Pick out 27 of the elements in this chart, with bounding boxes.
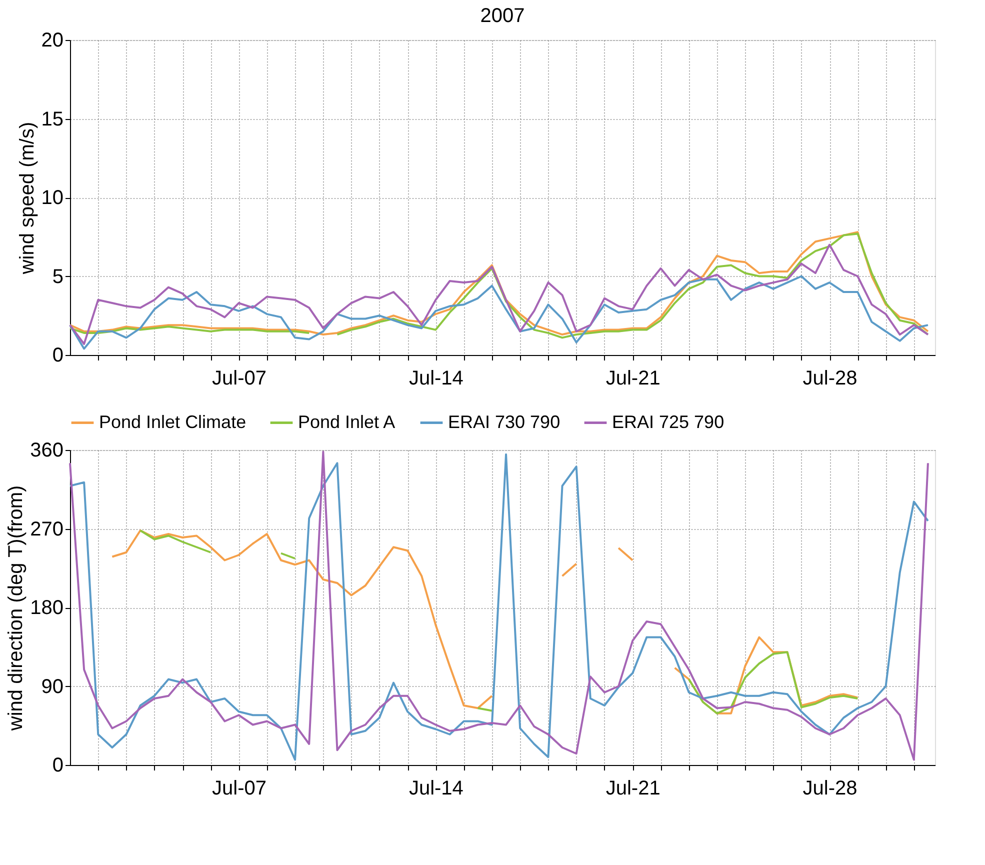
- x-tick-label: Jul-21: [606, 368, 660, 390]
- y-tick-label: 15: [41, 108, 64, 130]
- legend-label: Pond Inlet Climate: [99, 412, 246, 432]
- x-tick-label: Jul-28: [802, 778, 858, 800]
- y-tick-label: 0: [52, 344, 64, 366]
- y-tick-label: 180: [30, 597, 64, 619]
- y-axis-title: wind direction (deg T)(from): [5, 485, 28, 732]
- line-series: [69, 275, 929, 350]
- x-tick-label: Jul-07: [212, 368, 267, 390]
- y-tick-label: 10: [41, 187, 64, 209]
- y-tick-label: 360: [30, 440, 64, 462]
- line-series: [69, 244, 929, 345]
- x-tick-label: Jul-21: [606, 778, 660, 800]
- legend-label: ERAI 730 790: [448, 412, 560, 432]
- y-tick-label: 5: [52, 266, 64, 288]
- y-tick-label: 270: [30, 518, 64, 540]
- x-tick-label: Jul-14: [408, 778, 464, 800]
- y-tick-label: 20: [41, 30, 64, 52]
- x-tick-label: Jul-14: [408, 368, 464, 390]
- legend-label: ERAI 725 790: [612, 412, 724, 432]
- chart-title: 2007: [480, 5, 525, 27]
- legend-label: Pond Inlet A: [298, 412, 396, 432]
- y-tick-label: 90: [41, 676, 64, 698]
- y-axis-title: wind speed (m/s): [16, 122, 38, 276]
- x-tick-label: Jul-28: [802, 368, 858, 390]
- y-tick-label: 0: [52, 754, 64, 776]
- x-tick-label: Jul-07: [212, 778, 267, 800]
